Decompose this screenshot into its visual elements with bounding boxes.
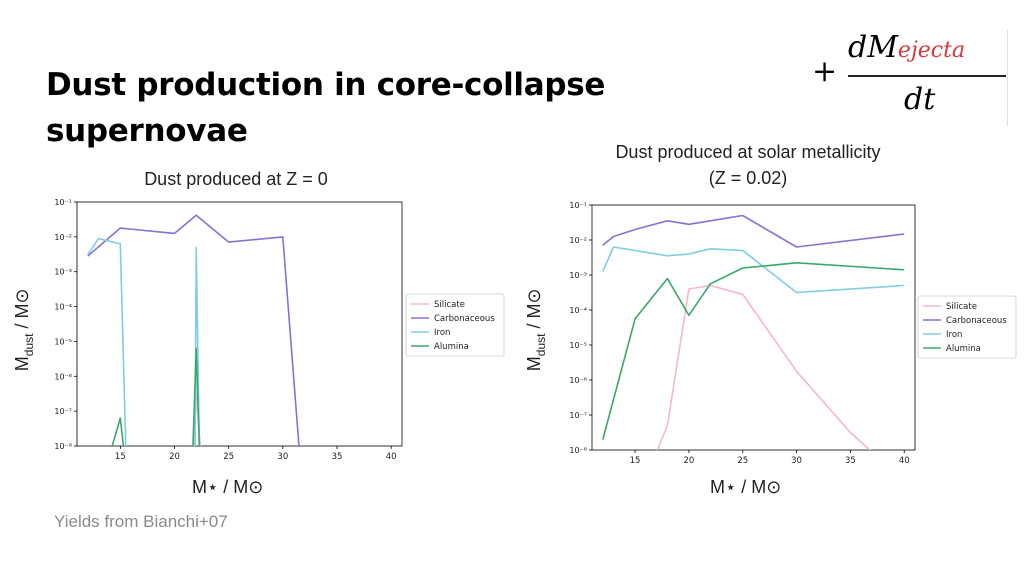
right-xtick-label: 35	[845, 456, 856, 466]
right-series-alumina	[602, 262, 905, 440]
left-chart-caption: Dust produced at Z = 0	[144, 169, 328, 189]
left-xtick-label: 40	[386, 452, 397, 462]
formula-image-edge	[1007, 30, 1008, 126]
right-xtick-label: 30	[791, 456, 802, 466]
left-xtick-label: 35	[332, 452, 343, 462]
left-xtick-label: 25	[223, 452, 234, 462]
left-series-group	[87, 214, 300, 446]
left-ytick-label: 10⁻⁷	[54, 407, 72, 416]
left-legend: Silicate Carbonaceous Iron Alumina	[405, 293, 505, 357]
left-ytick-label: 10⁻¹	[54, 198, 72, 207]
right-legend-label-alumina: Alumina	[946, 344, 981, 354]
right-ytick-label: 10⁻¹	[569, 201, 587, 210]
formula-numerator-base: dM	[848, 30, 898, 65]
right-xtick-label: 15	[630, 456, 641, 466]
left-ytick-label: 10⁻⁵	[54, 337, 72, 346]
right-legend: Silicate Carbonaceous Iron Alumina	[917, 295, 1017, 359]
right-legend-box	[917, 295, 1017, 359]
left-series-iron	[87, 237, 201, 446]
right-legend-label-iron: Iron	[946, 330, 962, 340]
left-series-carbonaceous	[87, 214, 300, 446]
right-series-group	[602, 214, 905, 450]
right-legend-label-silicate: Silicate	[946, 302, 977, 312]
ejecta-rate-formula: + dMejecta dt	[808, 28, 1008, 128]
right-plot-frame	[591, 204, 916, 451]
right-ytick-label: 10⁻³	[569, 271, 587, 280]
left-ytick-label: 10⁻³	[54, 268, 72, 277]
left-legend-label-alumina: Alumina	[434, 342, 469, 352]
left-x-axis-label: M⋆ / M⊙	[192, 477, 264, 497]
right-ytick-label: 10⁻⁸	[569, 446, 587, 455]
right-ytick-label: 10⁻²	[569, 236, 587, 245]
right-ytick-label: 10⁻⁷	[569, 411, 587, 420]
formula-numerator: dMejecta	[848, 30, 965, 65]
source-footer: Yields from Bianchi+07	[54, 512, 228, 531]
formula-denominator: dt	[904, 82, 936, 117]
right-ytick-label: 10⁻⁶	[569, 376, 587, 385]
right-xtick-label: 40	[899, 456, 910, 466]
left-xtick-label: 30	[277, 452, 288, 462]
left-xtick-label: 15	[115, 452, 126, 462]
right-dust-chart: 10⁻¹ 10⁻² 10⁻³ 10⁻⁴ 10⁻⁵ 10⁻⁶ 10⁻⁷ 10⁻⁸ 15 20 25 30…	[569, 201, 1017, 466]
left-ytick-label: 10⁻⁸	[54, 442, 72, 451]
right-xtick-label: 25	[737, 456, 748, 466]
right-series-silicate	[656, 284, 872, 450]
right-series-carbonaceous	[602, 214, 905, 248]
right-x-axis-label: M⋆ / M⊙	[710, 477, 782, 497]
left-series-alumina	[111, 347, 201, 446]
left-ytick-label: 10⁻⁴	[54, 303, 72, 312]
formula-fraction-bar	[848, 75, 1006, 77]
left-legend-label-silicate: Silicate	[434, 300, 465, 310]
left-legend-label-iron: Iron	[434, 328, 450, 338]
left-legend-label-carbonaceous: Carbonaceous	[434, 314, 495, 324]
formula-plus: +	[812, 54, 838, 89]
left-ytick-label: 10⁻⁶	[54, 372, 72, 381]
right-ytick-label: 10⁻⁴	[569, 306, 587, 315]
right-xtick-label: 20	[683, 456, 694, 466]
left-legend-box	[405, 293, 505, 357]
left-ytick-label: 10⁻²	[54, 233, 72, 242]
left-dust-chart: 10⁻¹ 10⁻² 10⁻³ 10⁻⁴ 10⁻⁵ 10⁻⁶ 10⁻⁷ 10⁻⁸ 15 20 25 30…	[54, 198, 505, 462]
right-legend-label-carbonaceous: Carbonaceous	[946, 316, 1007, 326]
left-xtick-label: 20	[169, 452, 180, 462]
right-chart-caption: Dust produced at solar metallicity (Z = …	[615, 142, 881, 188]
left-plot-frame	[76, 201, 403, 447]
right-series-iron	[602, 246, 905, 294]
formula-numerator-sub: ejecta	[897, 38, 966, 63]
right-ytick-label: 10⁻⁵	[569, 341, 587, 350]
slide-title: Dust production in core-collapse superno…	[46, 67, 606, 149]
